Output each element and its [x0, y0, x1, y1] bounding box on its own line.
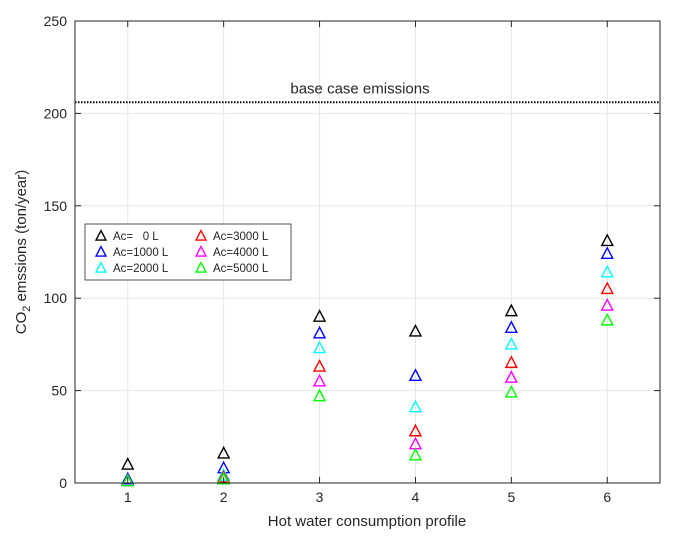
data-point	[600, 281, 614, 295]
x-tick-label: 2	[220, 489, 228, 505]
y-tick-label: 50	[51, 383, 67, 399]
axis-ticks: 1 2 3 4 5 6 0 50 100 150 200 250	[44, 13, 660, 505]
y-axis-label-subscript: 2	[21, 306, 33, 312]
data-point	[504, 320, 519, 333]
data-point	[312, 373, 327, 387]
legend-label: Ac=4000 L	[213, 247, 269, 259]
data-point	[216, 445, 231, 459]
data-point	[312, 388, 327, 402]
data-point	[504, 370, 519, 383]
data-point	[600, 246, 614, 260]
legend-marker	[194, 229, 208, 241]
legend-label: Ac=2000 L	[113, 263, 169, 275]
y-axis-label: CO2 emssions (ton/year)	[13, 170, 33, 335]
data-point	[121, 473, 135, 487]
legend-label: Ac= 0 L	[113, 231, 159, 243]
legend-marker	[194, 261, 208, 273]
data-point	[600, 264, 614, 278]
data-point	[312, 325, 327, 339]
legend: Ac= 0 L Ac=1000 L Ac=2000 L Ac=3000 L Ac=400…	[84, 223, 292, 281]
data-point	[600, 298, 614, 311]
data-point	[121, 457, 135, 470]
x-tick-label: 6	[603, 489, 611, 505]
y-tick-label: 250	[44, 13, 68, 29]
x-tick-label: 3	[316, 489, 324, 505]
data-point	[600, 233, 614, 247]
base-case-label: base case emissions	[290, 80, 429, 97]
x-tick-label: 1	[124, 489, 132, 505]
legend-marker	[94, 261, 108, 273]
legend-marker	[94, 245, 108, 257]
data-point	[408, 399, 423, 413]
legend-marker	[194, 245, 208, 257]
legend-box	[84, 223, 292, 281]
data-points	[121, 233, 614, 487]
data-point	[312, 340, 327, 354]
x-tick-label: 4	[412, 489, 420, 505]
reference-line-group: base case emissions	[75, 80, 660, 104]
legend-label: Ac=3000 L	[213, 231, 269, 243]
data-point	[504, 355, 519, 369]
data-point	[408, 447, 423, 461]
data-point	[408, 423, 423, 437]
legend-label: Ac=1000 L	[113, 247, 169, 259]
legend-label: Ac=5000 L	[213, 263, 269, 275]
y-tick-label: 0	[59, 475, 67, 491]
y-tick-label: 100	[44, 290, 68, 306]
legend-marker	[94, 229, 108, 241]
data-point	[312, 359, 327, 372]
y-tick-label: 150	[44, 198, 68, 214]
x-axis-label: Hot water consumption profile	[268, 513, 466, 530]
data-point	[312, 309, 327, 322]
data-point	[408, 368, 423, 382]
x-tick-label: 5	[507, 489, 515, 505]
data-point	[504, 303, 519, 317]
y-axis-label-rest: emssions (ton/year)	[13, 170, 30, 306]
plot-frame	[74, 20, 661, 484]
y-axis-label-main: CO	[13, 312, 30, 335]
data-point	[504, 336, 519, 350]
data-point	[504, 384, 519, 398]
data-point	[216, 471, 231, 485]
data-point	[408, 323, 423, 337]
y-tick-label: 200	[44, 105, 68, 121]
data-point	[121, 471, 135, 485]
data-point	[600, 312, 614, 326]
